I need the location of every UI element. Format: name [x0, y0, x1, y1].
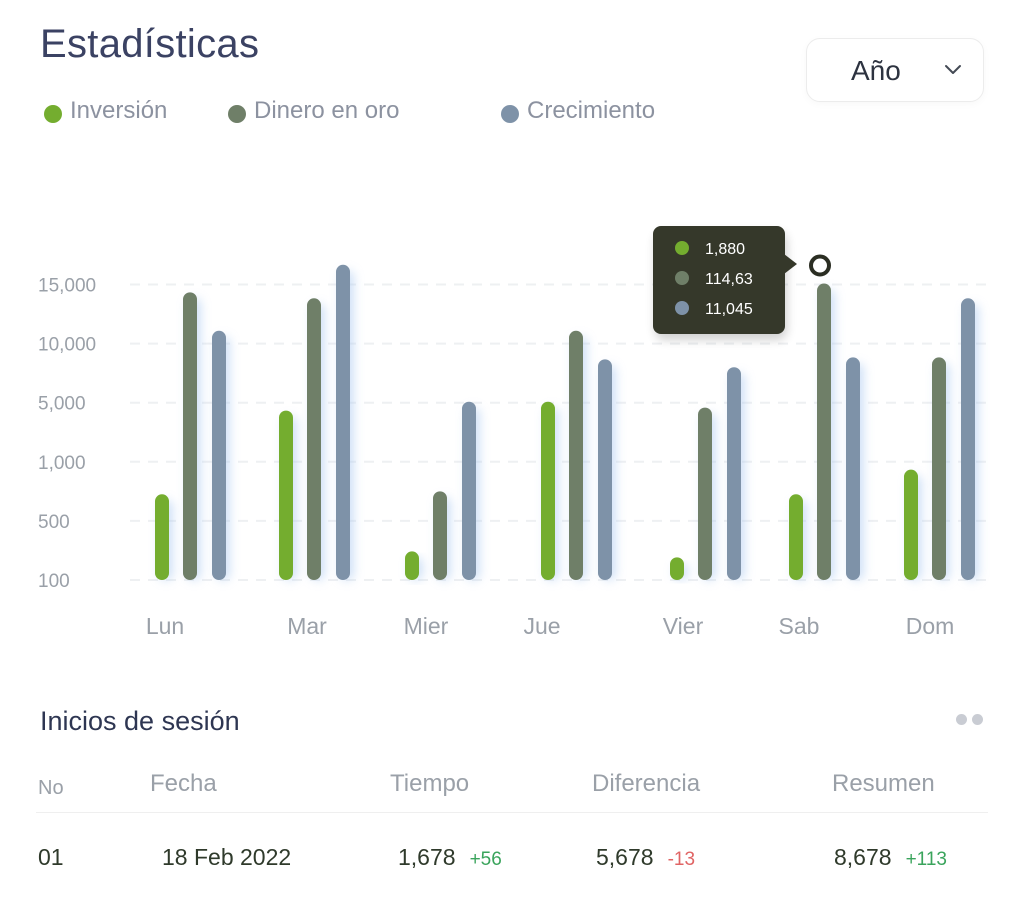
tooltip-value: 114,63: [705, 271, 753, 288]
legend-item-dinero-en-oro[interactable]: Dinero en oro: [228, 96, 399, 126]
tooltip-pointer: [784, 254, 797, 274]
column-header-date: Fecha: [150, 770, 217, 797]
legend-dot: [44, 105, 62, 123]
period-select-value: Año: [851, 55, 901, 86]
page-title: Estadísticas: [40, 22, 260, 66]
column-header-summary: Resumen: [832, 770, 935, 797]
x-tick-label: Dom: [906, 613, 955, 639]
legend-label: Inversión: [70, 97, 168, 124]
column-header-time: Tiempo: [390, 770, 470, 797]
bar[interactable]: [670, 557, 684, 580]
x-tick-label: Mier: [404, 613, 449, 639]
cell-time: 1,678 +56: [398, 844, 502, 870]
tooltip-dot: [675, 271, 689, 285]
bar[interactable]: [727, 367, 741, 580]
bar[interactable]: [541, 401, 555, 580]
x-tick-label: Sab: [779, 613, 820, 639]
bar[interactable]: [405, 551, 419, 580]
bar[interactable]: [598, 359, 612, 580]
more-options-icon[interactable]: [956, 712, 988, 726]
bar[interactable]: [698, 407, 712, 580]
bar[interactable]: [846, 357, 860, 580]
legend-label: Crecimiento: [527, 97, 656, 124]
bar[interactable]: [212, 330, 226, 580]
cell-no: 01: [38, 844, 64, 870]
cell-summary: 8,678 +113: [834, 844, 947, 870]
y-tick-label: 5,000: [38, 394, 86, 415]
bar-chart: 15,000 10,000 5,000 1,000 500 100 Lun Mar Mier J…: [38, 226, 988, 639]
bar[interactable]: [462, 401, 476, 580]
column-header-no: No: [38, 777, 64, 799]
y-tick-label: 500: [38, 512, 70, 533]
bar[interactable]: [155, 494, 169, 580]
x-tick-label: Vier: [663, 613, 704, 639]
tooltip-dot: [675, 241, 689, 255]
bar[interactable]: [789, 494, 803, 580]
period-select[interactable]: Año: [806, 38, 984, 102]
marker-circle: [809, 254, 831, 277]
tooltip-dot: [675, 301, 689, 315]
bar[interactable]: [817, 283, 831, 580]
bar[interactable]: [569, 330, 583, 580]
diff-delta: -13: [667, 849, 696, 870]
y-tick-label: 10,000: [38, 335, 96, 356]
bar[interactable]: [932, 357, 946, 580]
y-tick-label: 15,000: [38, 276, 96, 297]
legend-dot: [228, 105, 246, 123]
bar[interactable]: [183, 292, 197, 580]
cell-date: 18 Feb 2022: [162, 844, 292, 870]
bar[interactable]: [307, 298, 321, 580]
summary-delta: +113: [905, 849, 947, 870]
bar[interactable]: [336, 264, 350, 580]
x-tick-label: Lun: [146, 613, 184, 639]
x-tick-label: Jue: [523, 613, 560, 639]
x-tick-label: Mar: [287, 613, 327, 639]
cell-diff: 5,678 -13: [596, 844, 696, 870]
bar[interactable]: [961, 298, 975, 580]
bar[interactable]: [904, 469, 918, 580]
legend-item-inversion[interactable]: Inversión: [44, 96, 167, 126]
tooltip-value: 11,045: [705, 301, 753, 318]
logins-title: Inicios de sesión: [40, 706, 240, 736]
y-tick-label: 100: [38, 571, 70, 592]
time-delta: +56: [469, 849, 502, 870]
legend-dot: [501, 105, 519, 123]
legend-label: Dinero en oro: [254, 97, 400, 124]
column-header-diff: Diferencia: [592, 770, 701, 797]
tooltip-value: 1,880: [705, 241, 745, 258]
table-divider: [36, 812, 988, 813]
bar[interactable]: [279, 410, 293, 580]
y-tick-label: 1,000: [38, 453, 86, 474]
bar[interactable]: [433, 491, 447, 580]
chevron-down-icon: [945, 65, 961, 74]
legend-item-crecimiento[interactable]: Crecimiento: [501, 96, 655, 126]
